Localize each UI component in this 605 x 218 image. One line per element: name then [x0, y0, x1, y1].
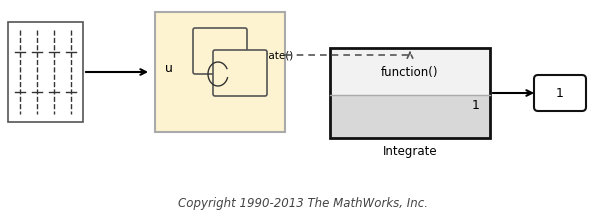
- FancyBboxPatch shape: [155, 12, 285, 132]
- FancyBboxPatch shape: [534, 75, 586, 111]
- Bar: [8, 22, 83, 122]
- Text: function(): function(): [381, 65, 439, 78]
- Text: u: u: [165, 61, 173, 75]
- FancyBboxPatch shape: [213, 50, 267, 96]
- Bar: [330, 95, 490, 138]
- Text: activate(): activate(): [243, 50, 293, 60]
- Bar: [330, 48, 490, 95]
- Text: 1: 1: [556, 87, 564, 99]
- Text: Copyright 1990-2013 The MathWorks, Inc.: Copyright 1990-2013 The MathWorks, Inc.: [177, 197, 428, 210]
- Text: Integrate: Integrate: [383, 145, 437, 158]
- Bar: [330, 48, 490, 138]
- FancyBboxPatch shape: [193, 28, 247, 74]
- Text: 1: 1: [472, 99, 480, 111]
